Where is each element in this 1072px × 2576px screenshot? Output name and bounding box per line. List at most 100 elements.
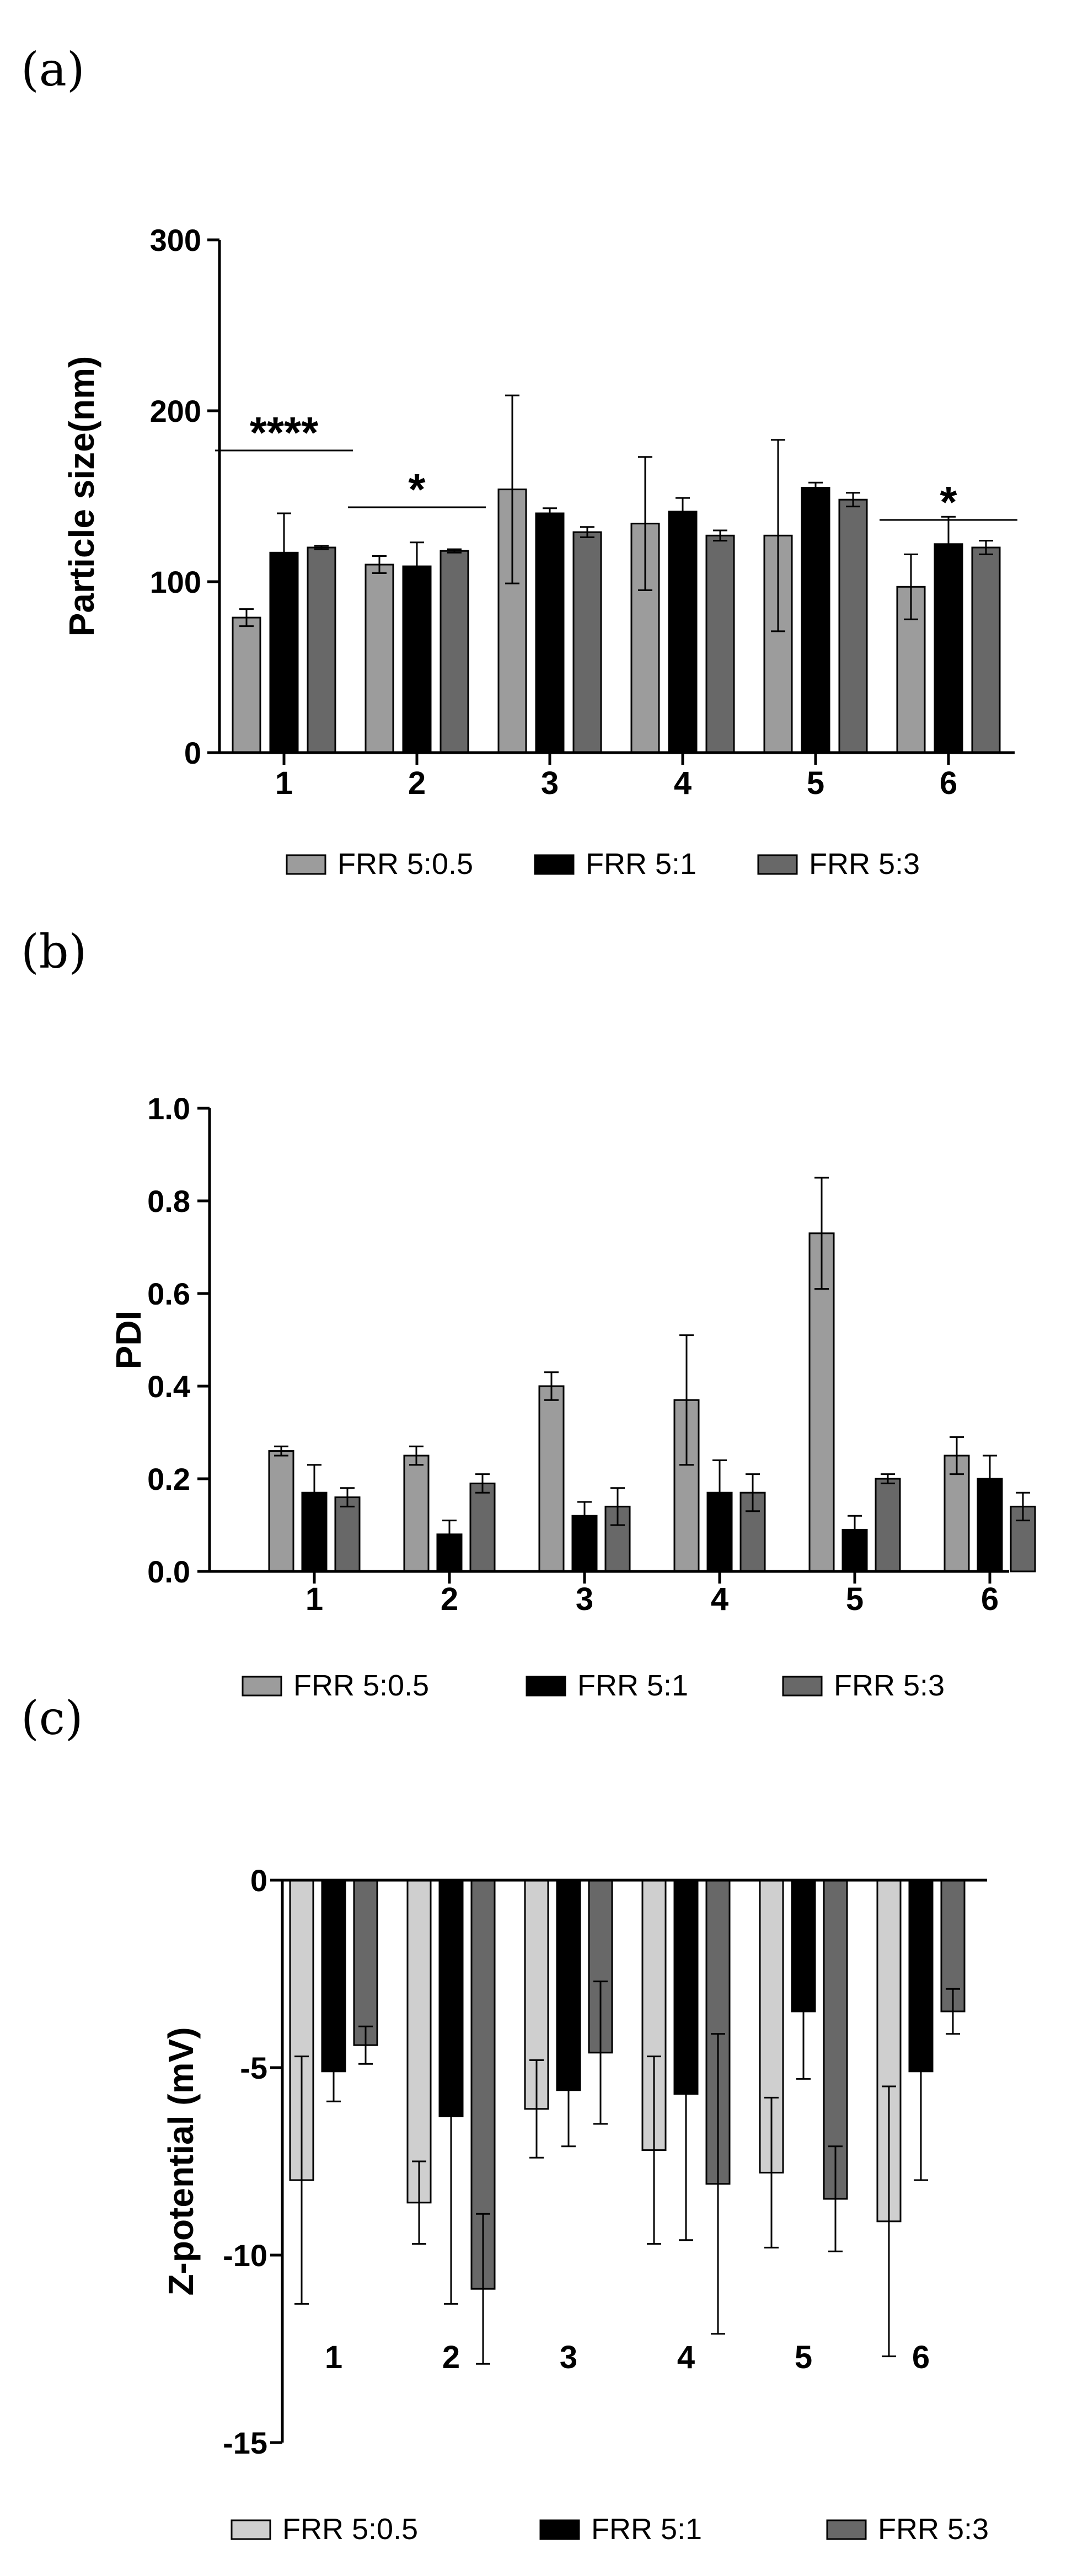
error-bar-a-s3-c5 xyxy=(846,492,860,508)
error-bar-c-s1-c4 xyxy=(647,2056,661,2245)
legend-swatch-a-2 xyxy=(534,854,575,875)
error-bar-c-s3-c3 xyxy=(593,1981,608,2125)
series-a-1 xyxy=(232,394,926,754)
bar-b-s1-c3 xyxy=(538,1385,565,1573)
legend-label-c-3: FRR 5:3 xyxy=(878,2513,989,2546)
error-bar-a-s3-c6 xyxy=(979,540,993,555)
error-bar-a-s3-c3 xyxy=(580,526,594,538)
bar-a-s1-c1 xyxy=(232,616,261,754)
error-bar-a-s1-c1 xyxy=(239,608,254,627)
error-bar-b-s3-c4 xyxy=(746,1473,760,1512)
error-bar-a-s1-c4 xyxy=(638,456,652,591)
significance-label: * xyxy=(408,465,426,514)
bar-a-s3-c2 xyxy=(439,550,469,754)
error-bar-c-s3-c6 xyxy=(946,1988,960,2035)
legend-label-a-1: FRR 5:0.5 xyxy=(337,847,473,881)
significance-annotation-2: * xyxy=(348,465,486,514)
legend-label-a-3: FRR 5:3 xyxy=(809,847,920,881)
bar-b-s1-c1 xyxy=(268,1450,294,1573)
error-bar-b-s3-c3 xyxy=(610,1487,625,1526)
series-a-2 xyxy=(269,481,963,754)
bar-a-s2-c5 xyxy=(801,487,830,754)
error-bar-c-s3-c1 xyxy=(358,2025,373,2065)
bar-c-s3-c2 xyxy=(470,1879,496,2290)
y-tick-label-a: 300 xyxy=(150,223,201,257)
legend-c: FRR 5:0.5 FRR 5:1 FRR 5:3 xyxy=(231,2513,989,2546)
error-bar-b-s1-c2 xyxy=(409,1445,424,1466)
legend-label-c-2: FRR 5:1 xyxy=(591,2513,702,2546)
error-bar-a-s1-c2 xyxy=(372,555,387,574)
y-axis-title-a: Particle size(nm) xyxy=(62,356,101,637)
bar-b-s1-c2 xyxy=(403,1455,430,1573)
x-tick-label-c: 6 xyxy=(912,2339,930,2375)
error-bar-c-s1-c1 xyxy=(294,2056,309,2305)
bar-b-s3-c2 xyxy=(469,1482,496,1573)
x-tick-label-a: 3 xyxy=(541,765,559,801)
legend-b: FRR 5:0.5 FRR 5:1 FRR 5:3 xyxy=(242,1669,945,1702)
error-bar-c-s1-c5 xyxy=(764,2096,779,2248)
error-bar-c-s1-c6 xyxy=(882,2085,896,2358)
error-bar-c-s1-c2 xyxy=(412,2160,426,2245)
series-c-1 xyxy=(289,1879,902,2358)
x-tick-label-b: 5 xyxy=(846,1581,864,1617)
y-tick-label-c: -15 xyxy=(223,2425,267,2460)
error-bar-a-s2-c1 xyxy=(277,512,291,593)
error-bar-a-s3-c2 xyxy=(447,548,462,554)
error-bar-c-s3-c2 xyxy=(476,2213,490,2365)
error-bar-b-s3-c6 xyxy=(1016,1491,1030,1522)
x-tick-label-c: 3 xyxy=(560,2339,577,2375)
bar-a-s3-c4 xyxy=(705,534,735,754)
bar-a-s3-c6 xyxy=(971,546,1001,754)
y-tick-label-b: 0.6 xyxy=(147,1276,190,1311)
legend-swatch-a-1 xyxy=(286,854,326,875)
x-tick-label-a: 4 xyxy=(674,765,692,801)
bar-a-s2-c2 xyxy=(402,565,432,754)
legend-label-a-2: FRR 5:1 xyxy=(586,847,696,881)
bar-c-s2-c1 xyxy=(321,1879,346,2073)
significance-annotation-6: * xyxy=(880,477,1017,527)
x-tick-label-a: 5 xyxy=(807,765,824,801)
legend-label-b-3: FRR 5:3 xyxy=(834,1669,945,1702)
significance-label: * xyxy=(940,477,957,527)
error-bar-a-s2-c3 xyxy=(543,507,557,519)
error-bar-c-s2-c6 xyxy=(914,1962,928,2181)
error-bar-b-s3-c1 xyxy=(340,1487,355,1507)
x-tick-label-c: 4 xyxy=(677,2339,695,2375)
y-tick-label-b: 0.0 xyxy=(147,1554,190,1589)
error-bar-c-s2-c5 xyxy=(796,1943,811,2080)
bar-a-s3-c5 xyxy=(838,498,868,754)
legend-label-c-1: FRR 5:0.5 xyxy=(282,2513,418,2546)
panel-label-c: (c) xyxy=(21,1691,83,1745)
legend-swatch-c-1 xyxy=(231,2519,271,2540)
significance-label: **** xyxy=(250,408,319,457)
y-tick-label-b: 0.2 xyxy=(147,1462,190,1496)
error-bar-c-s2-c1 xyxy=(326,2040,341,2102)
y-tick-label-c: -5 xyxy=(240,2051,267,2085)
error-bar-a-s2-c2 xyxy=(410,541,424,591)
error-bar-b-s2-c6 xyxy=(983,1455,997,1503)
legend-swatch-c-2 xyxy=(539,2519,580,2540)
error-bar-b-s1-c1 xyxy=(274,1445,288,1457)
x-tick-label-b: 4 xyxy=(711,1581,728,1617)
series-a-3 xyxy=(307,492,1001,754)
bar-a-s3-c1 xyxy=(307,546,336,754)
series-c-3 xyxy=(353,1879,966,2365)
bar-a-s2-c4 xyxy=(668,511,698,754)
error-bar-a-s1-c6 xyxy=(904,553,918,620)
x-tick-label-b: 1 xyxy=(305,1581,323,1617)
error-bar-a-s1-c5 xyxy=(771,439,785,632)
error-bar-b-s3-c5 xyxy=(881,1473,895,1484)
series-b-3 xyxy=(334,1473,1036,1573)
y-tick-label-b: 0.4 xyxy=(147,1369,190,1404)
error-bar-a-s3-c4 xyxy=(713,529,727,542)
error-bar-b-s2-c2 xyxy=(442,1520,457,1549)
bar-b-s3-c5 xyxy=(875,1478,901,1573)
chart-panel-c: (c) Z-potential (mV) -15 -10 -5 0 1 2 3 4 5 6 FRR… xyxy=(21,1691,989,2546)
error-bar-a-s2-c6 xyxy=(941,516,956,572)
legend-swatch-c-3 xyxy=(826,2519,867,2540)
bar-c-s3-c1 xyxy=(353,1879,378,2046)
legend-swatch-b-1 xyxy=(242,1676,282,1697)
series-c-2 xyxy=(321,1879,934,2305)
error-bar-a-s2-c4 xyxy=(676,497,690,527)
